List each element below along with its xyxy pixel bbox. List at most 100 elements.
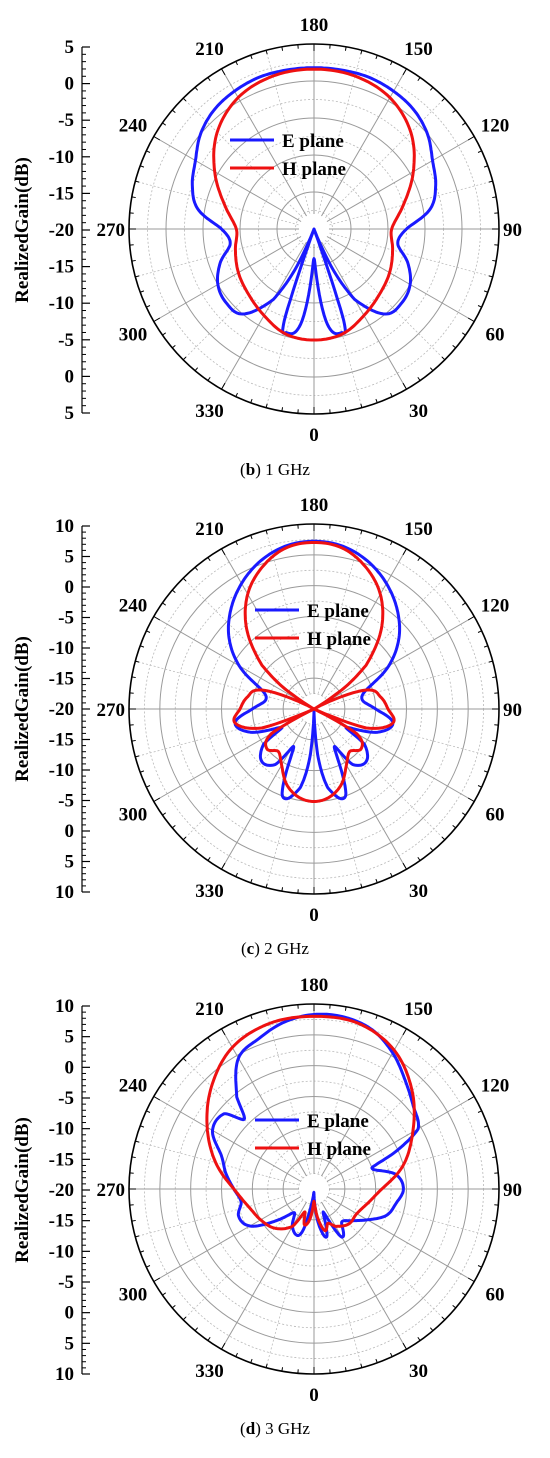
angle-tick <box>492 739 497 742</box>
angle-tick <box>375 54 378 60</box>
angle-tick <box>390 872 393 877</box>
angle-tick <box>207 376 211 381</box>
grid-spoke <box>153 136 315 230</box>
angle-tick <box>139 165 145 168</box>
legend-label: E plane <box>282 131 344 152</box>
angle-tick <box>265 403 268 408</box>
angle-tick <box>194 367 199 372</box>
angle-tick <box>131 676 136 679</box>
angle-tick <box>194 1046 199 1051</box>
angle-tick <box>429 1046 434 1051</box>
angle-tick <box>162 1292 167 1296</box>
angle-tick <box>221 1342 226 1350</box>
angle-tick <box>162 332 167 336</box>
legend-label: H plane <box>282 159 346 180</box>
grid-spoke <box>221 708 315 870</box>
angle-tick <box>135 180 140 183</box>
angle-tick <box>250 1358 253 1364</box>
angle-tick <box>171 344 176 349</box>
angle-tick <box>390 541 393 546</box>
angle-tick <box>182 577 187 582</box>
angle-tick <box>135 755 140 758</box>
angle-label: 210 <box>195 999 224 1020</box>
angle-tick <box>360 50 363 55</box>
angle-tick <box>281 1006 284 1011</box>
angle-tick <box>221 382 226 390</box>
angle-tick <box>182 836 187 841</box>
angle-tick <box>452 589 457 594</box>
angle-tick <box>250 398 253 404</box>
legend-label: E plane <box>307 601 369 622</box>
grid-spoke <box>135 1188 315 1238</box>
angle-tick <box>344 887 347 892</box>
angle-tick <box>135 660 140 663</box>
angle-tick <box>221 68 226 76</box>
angle-tick <box>235 1021 238 1026</box>
angle-tick <box>467 1277 475 1282</box>
angle-tick <box>441 1057 446 1062</box>
angle-label: 180 <box>300 15 329 36</box>
angle-tick <box>402 382 407 390</box>
grid-spoke <box>313 1188 446 1321</box>
angle-label: 300 <box>119 1285 148 1306</box>
angle-tick <box>477 150 482 153</box>
grid-spoke <box>221 68 315 230</box>
angle-tick <box>194 566 199 571</box>
grid-spoke <box>313 1188 493 1238</box>
r-tick-label: -20 <box>49 1180 74 1201</box>
angle-tick <box>146 785 151 788</box>
angle-label: 240 <box>119 116 148 137</box>
angle-tick <box>483 165 489 168</box>
y-axis-label: RealizedGain(dB) <box>12 1117 33 1263</box>
angle-label: 120 <box>481 116 510 137</box>
angle-tick <box>162 812 167 816</box>
r-tick-label: 0 <box>65 1057 75 1078</box>
angle-tick <box>153 136 161 141</box>
r-tick-label: -20 <box>49 220 74 241</box>
angle-tick <box>182 1316 187 1321</box>
grid-spoke <box>313 136 475 230</box>
angle-tick <box>360 530 363 535</box>
angle-tick <box>429 566 434 571</box>
angle-label: 30 <box>409 401 428 422</box>
angle-tick <box>281 526 284 531</box>
angle-tick <box>375 1358 378 1364</box>
angle-label: 150 <box>404 999 433 1020</box>
angle-tick <box>467 1096 475 1101</box>
panel-caption: (c) 2 GHz <box>241 939 309 958</box>
r-tick-label: -5 <box>58 110 74 131</box>
angle-tick <box>360 1010 363 1015</box>
r-tick-label: 0 <box>65 577 75 598</box>
grid-spoke <box>313 50 363 230</box>
angle-tick <box>250 54 253 60</box>
angle-tick <box>417 856 421 861</box>
series-line-h-plane <box>212 67 416 342</box>
series-line-h-plane <box>232 541 396 803</box>
angle-label: 90 <box>503 220 522 241</box>
angle-tick <box>131 739 136 742</box>
angle-tick <box>344 1367 347 1372</box>
angle-tick <box>402 68 407 76</box>
angle-tick <box>131 196 136 199</box>
angle-tick <box>153 616 161 621</box>
angle-label: 0 <box>309 425 319 446</box>
angle-label: 210 <box>195 519 224 540</box>
angle-tick <box>194 86 199 91</box>
angle-label: 60 <box>485 805 504 826</box>
grid-spoke <box>313 228 407 390</box>
angle-tick <box>265 1010 268 1015</box>
angle-tick <box>441 1316 446 1321</box>
grid-spoke <box>153 1188 315 1282</box>
angle-label: 60 <box>485 325 504 346</box>
grid-spoke <box>313 228 475 322</box>
angle-tick <box>492 259 497 262</box>
angle-tick <box>235 1352 238 1357</box>
angle-tick <box>452 824 457 829</box>
grid-spoke <box>313 1057 446 1190</box>
angle-tick <box>390 61 393 66</box>
angle-tick <box>492 1219 497 1222</box>
r-tick-label: 10 <box>55 996 74 1017</box>
panel-caption: (b) 1 GHz <box>240 460 310 479</box>
